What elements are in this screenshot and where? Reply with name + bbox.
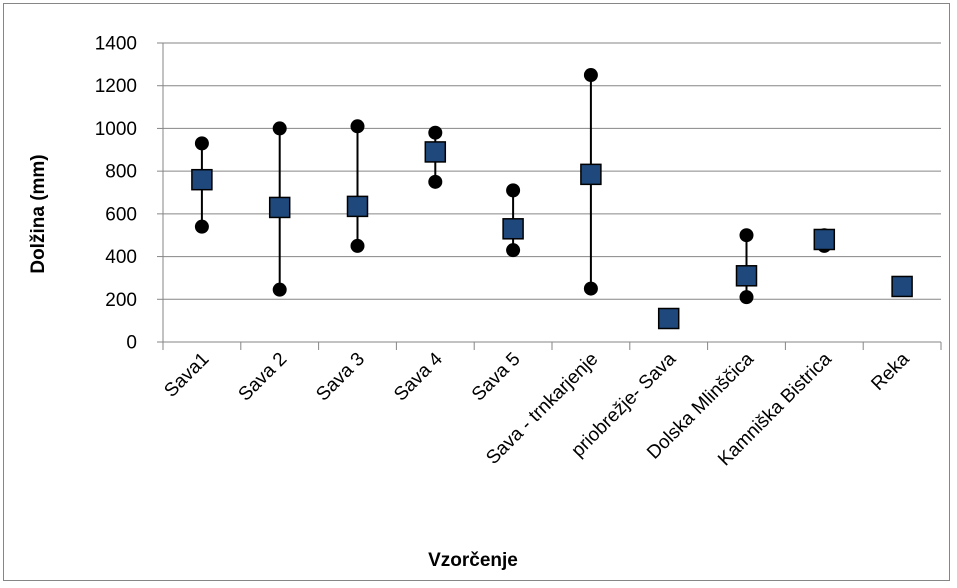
x-axis-title: Vzorčenje (428, 550, 518, 571)
y-tick-labels: 0 200 400 600 800 1000 1200 1400 (95, 34, 137, 354)
min-point (506, 243, 521, 258)
x-tick-label: Reka (867, 348, 914, 395)
mean-point (346, 195, 369, 218)
x-tick-label: Sava 4 (390, 348, 447, 405)
x-axis (162, 43, 942, 350)
min-point (272, 282, 287, 297)
mean-point (813, 228, 836, 251)
y-tick-label: 600 (105, 204, 137, 225)
markers (191, 68, 913, 330)
max-point (583, 68, 598, 83)
y-tick-label: 1200 (95, 76, 137, 97)
chart-frame (3, 3, 950, 581)
mean-point (424, 141, 447, 163)
range-lines (200, 75, 826, 321)
x-tick-label: Sava 5 (468, 349, 525, 406)
x-tick-label: Sava 2 (235, 349, 292, 406)
mean-point (268, 196, 291, 219)
x-tick-label: Sava1 (160, 349, 213, 402)
y-tick-label: 1000 (95, 119, 137, 140)
y-tick-label: 800 (105, 162, 137, 183)
y-tick-label: 1400 (95, 34, 137, 55)
y-tick-label: 0 (126, 333, 137, 354)
max-point (272, 121, 287, 136)
max-point (506, 183, 521, 198)
max-point (739, 228, 754, 243)
max-point (428, 125, 443, 140)
min-point (428, 174, 443, 189)
mean-point (891, 275, 913, 298)
mean-point (580, 163, 602, 186)
max-point (194, 136, 209, 151)
y-axis-title: Dolžina (mm) (28, 154, 49, 273)
min-point (583, 281, 598, 296)
min-point (194, 219, 209, 234)
max-point (350, 119, 365, 134)
mean-point (502, 218, 524, 240)
y-tick-label: 400 (105, 247, 137, 268)
min-point (350, 238, 365, 253)
min-point (739, 290, 754, 305)
mean-point (657, 307, 680, 330)
gridlines (157, 42, 941, 343)
mean-point (735, 265, 758, 287)
x-tick-label: Sava 3 (312, 349, 369, 406)
mean-point (191, 168, 213, 191)
y-tick-label: 200 (105, 290, 137, 311)
